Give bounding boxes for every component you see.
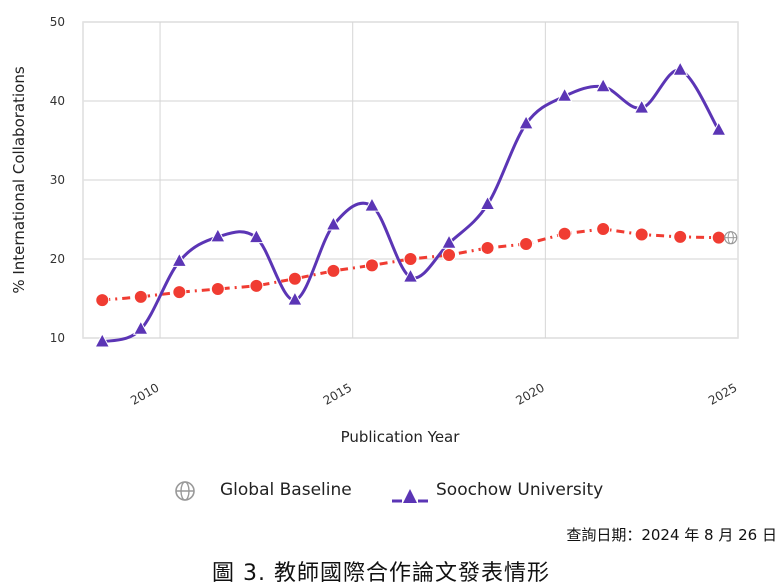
x-axis-label: Publication Year (341, 428, 461, 446)
soochow-point (595, 77, 611, 93)
legend-item-soochow[interactable]: Soochow University (390, 480, 604, 503)
baseline-point (480, 240, 495, 255)
soochow-point (171, 252, 188, 267)
baseline-point (172, 285, 187, 300)
y-tick-label: 20 (50, 252, 65, 266)
soochow-point (248, 228, 265, 244)
soochow-point (556, 87, 573, 102)
globe-icon (175, 481, 195, 501)
x-tick-label: 2015 (321, 380, 354, 407)
baseline-point (403, 252, 418, 266)
y-tick-label: 10 (50, 331, 65, 345)
baseline-point (442, 248, 457, 263)
line-chart: 10 20 30 40 50 2010 2015 2020 2025 Publication Ye… (10, 15, 740, 446)
y-tick-label: 50 (50, 15, 65, 29)
baseline-point (711, 230, 726, 245)
x-tick-label: 2025 (706, 380, 739, 407)
soochow-point (441, 234, 457, 249)
soochow-point (672, 61, 689, 76)
soochow-point (633, 99, 650, 114)
baseline-point (673, 229, 688, 244)
baseline-point (596, 221, 611, 236)
legend-label: Soochow University (436, 480, 604, 500)
soochow-point (287, 291, 303, 306)
baseline-point (364, 258, 379, 273)
baseline-point (519, 236, 534, 251)
y-tick-label: 40 (50, 94, 65, 108)
series-line-global-baseline (102, 227, 719, 302)
soochow-point (402, 268, 419, 283)
baseline-point (557, 226, 572, 241)
soochow-point (94, 332, 111, 348)
figure-caption: 圖 3. 教師國際合作論文發表情形 (212, 561, 550, 586)
query-date: 查詢日期：2024 年 8 月 26 日 (566, 526, 777, 544)
soochow-point (132, 320, 149, 335)
baseline-point (287, 271, 302, 286)
soochow-point (325, 215, 342, 231)
baseline-point (326, 263, 341, 278)
triangle-line-icon (392, 489, 428, 503)
soochow-point (518, 114, 534, 130)
legend-label: Global Baseline (220, 480, 352, 500)
baseline-point (95, 293, 110, 308)
baseline-point (249, 278, 264, 293)
soochow-point (364, 197, 380, 212)
soochow-point (710, 121, 727, 136)
soochow-point (210, 227, 226, 243)
baseline-point (634, 227, 649, 242)
x-tick-label: 2010 (128, 380, 161, 407)
legend-item-global-baseline[interactable]: Global Baseline (174, 480, 352, 501)
baseline-point (210, 282, 225, 297)
soochow-point (479, 195, 496, 210)
baseline-point (133, 289, 148, 304)
series-line-soochow (101, 68, 721, 344)
x-tick-label: 2020 (513, 380, 546, 407)
y-tick-label: 30 (50, 173, 65, 187)
y-axis-label: % International Collaborations (10, 66, 28, 293)
